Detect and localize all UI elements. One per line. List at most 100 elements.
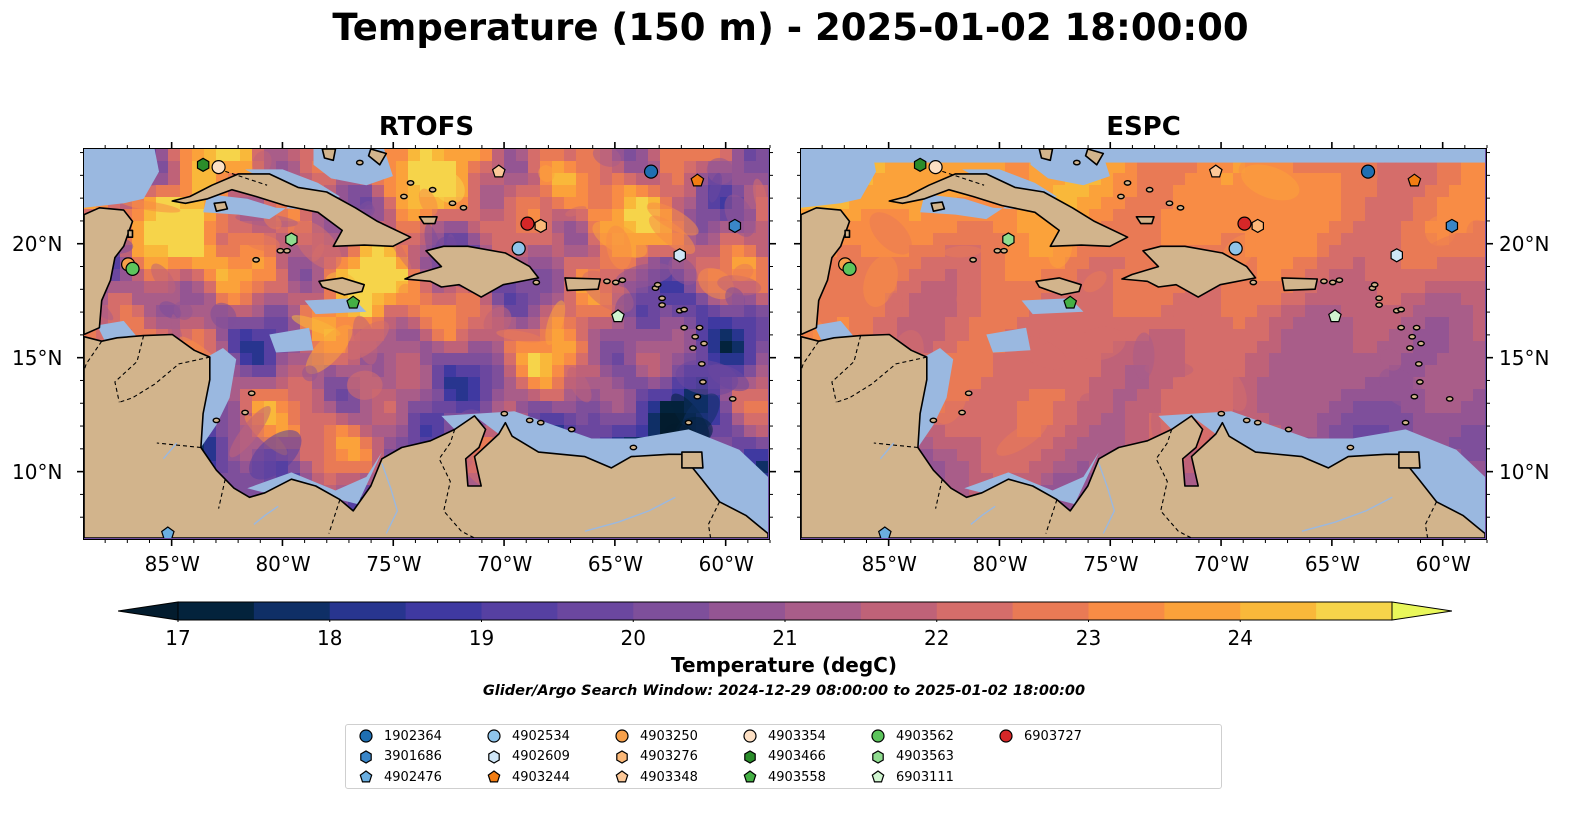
colorbar-tick-label: 21: [772, 626, 798, 650]
colorbar-over-extension: [1391, 601, 1452, 621]
legend-label: 4903276: [640, 749, 698, 764]
legend-item-4903348: 4903348: [613, 768, 698, 786]
float-marker-4903244: [1407, 173, 1422, 187]
colorbar-segment: [936, 602, 1014, 620]
land-hispaniola: [404, 245, 540, 298]
legend-item-4903466: 4903466: [741, 748, 826, 766]
land-cuba: [171, 173, 412, 248]
legend-label: 4903244: [512, 769, 570, 785]
legend-item-1902364: 1902364: [357, 727, 442, 745]
colorbar-tick-label: 19: [468, 626, 495, 650]
legend-marker-4903348: [615, 770, 629, 783]
colorbar-tick-label: 22: [924, 626, 950, 650]
legend-item-4903354: 4903354: [741, 727, 826, 745]
legend-item-4903558: 4903558: [741, 768, 826, 786]
float-marker-4903348: [491, 164, 506, 178]
colorbar-segment: [178, 602, 255, 620]
colorbar-segment: [1316, 602, 1393, 620]
legend-item-4903250: 4903250: [613, 727, 698, 745]
legend-item-4902609: 4902609: [485, 748, 570, 766]
float-marker-6903727: [520, 216, 535, 231]
legend-item-6903111: 6903111: [869, 768, 954, 786]
legend-label: 1902364: [384, 728, 442, 744]
colorbar-segment: [1088, 602, 1165, 620]
lon-tick-label: 85°W: [861, 552, 917, 576]
lat-tick-label: 10°N: [1499, 459, 1550, 484]
land-puerto-rico: [1281, 277, 1319, 292]
legend-marker-4903354: [743, 729, 757, 743]
colorbar-segment: [481, 602, 558, 620]
land-cozumel: [127, 229, 134, 238]
colorbar-tick-label: 20: [620, 626, 646, 650]
search-window-text: Glider/Argo Search Window: 2024-12-29 08…: [482, 683, 1086, 699]
rtofs-map-canvas: [84, 149, 769, 539]
figure-title: Temperature (150 m) - 2025-01-02 18:00:0…: [332, 6, 1249, 49]
land-bahamas-inagua: [418, 216, 438, 225]
legend-label: 4902534: [512, 728, 570, 744]
legend-item-4903563: 4903563: [869, 748, 954, 766]
float-marker-4903348: [1208, 164, 1223, 178]
legend-marker-6903111: [871, 770, 885, 783]
legend-label: 4902476: [384, 769, 442, 785]
land-puerto-rico: [564, 277, 602, 292]
legend-item-4903244: 4903244: [485, 768, 570, 786]
colorbar-segment: [557, 602, 634, 620]
legend-item-4902476: 4902476: [357, 768, 442, 786]
land-trinidad: [681, 451, 704, 469]
lon-tick-label: 65°W: [587, 552, 644, 576]
float-marker-4902534: [511, 241, 526, 256]
rtofs-map-panel: [83, 148, 770, 540]
legend-label: 4903466: [768, 749, 826, 764]
lon-tick-label: 65°W: [1304, 552, 1361, 576]
legend-marker-4903276: [616, 749, 628, 764]
float-marker-4903558: [1063, 295, 1078, 309]
legend-item-4903562: 4903562: [869, 727, 954, 745]
float-marker-4902609: [673, 248, 687, 263]
land-isla-juventud: [930, 201, 946, 213]
legend-marker-3901686: [360, 749, 372, 764]
land-cuba: [888, 173, 1129, 248]
land-jamaica: [318, 277, 366, 296]
lat-tick-label: 15°N: [12, 345, 63, 370]
float-marker-3901686: [1445, 218, 1459, 234]
colorbar-segment: [860, 602, 938, 620]
lon-tick-label: 70°W: [1194, 552, 1250, 576]
legend-marker-4903466: [744, 749, 756, 764]
legend-label: 4903348: [640, 769, 698, 785]
legend-item-4902534: 4902534: [485, 727, 570, 745]
float-markers: [838, 157, 1459, 539]
float-marker-1902364: [643, 164, 659, 179]
legend-label: 4903250: [640, 728, 698, 744]
espc-no-data-strip: [801, 149, 1485, 163]
legend-label: 4903558: [768, 769, 826, 785]
land-masses: [801, 149, 1486, 539]
lat-tick-label: 15°N: [1499, 345, 1550, 370]
espc-map-panel: [800, 148, 1487, 540]
land-bahamas-east: [367, 149, 388, 166]
float-marker-4903244: [690, 173, 705, 187]
float-marker-3901686: [728, 218, 742, 234]
float-marker-4902534: [1228, 241, 1243, 256]
float-marker-4903563: [285, 232, 298, 247]
legend-label: 6903727: [1024, 728, 1082, 744]
legend-marker-4903563: [872, 749, 884, 764]
land-jamaica: [1035, 277, 1083, 296]
land-isla-juventud: [213, 201, 229, 213]
country-borders: [801, 162, 1437, 539]
colorbar-segment: [405, 602, 482, 620]
legend-label: 4902609: [512, 749, 570, 764]
lon-tick-label: 80°W: [255, 552, 311, 576]
temperature-colorbar: [118, 601, 1452, 622]
lon-tick-label: 75°W: [366, 552, 422, 576]
legend-marker-1902364: [359, 729, 373, 743]
legend-item-4903276: 4903276: [613, 748, 698, 766]
legend-marker-6903727: [999, 729, 1013, 743]
colorbar-segment: [1164, 602, 1241, 620]
float-marker-4903563: [1002, 232, 1015, 247]
legend-marker-4903244: [487, 770, 501, 783]
float-marker-4903562: [842, 261, 857, 276]
rtofs-panel-title: RTOFS: [378, 112, 475, 142]
legend-marker-4903562: [871, 729, 885, 743]
float-marker-4903354: [211, 159, 226, 175]
land-masses: [84, 149, 769, 539]
